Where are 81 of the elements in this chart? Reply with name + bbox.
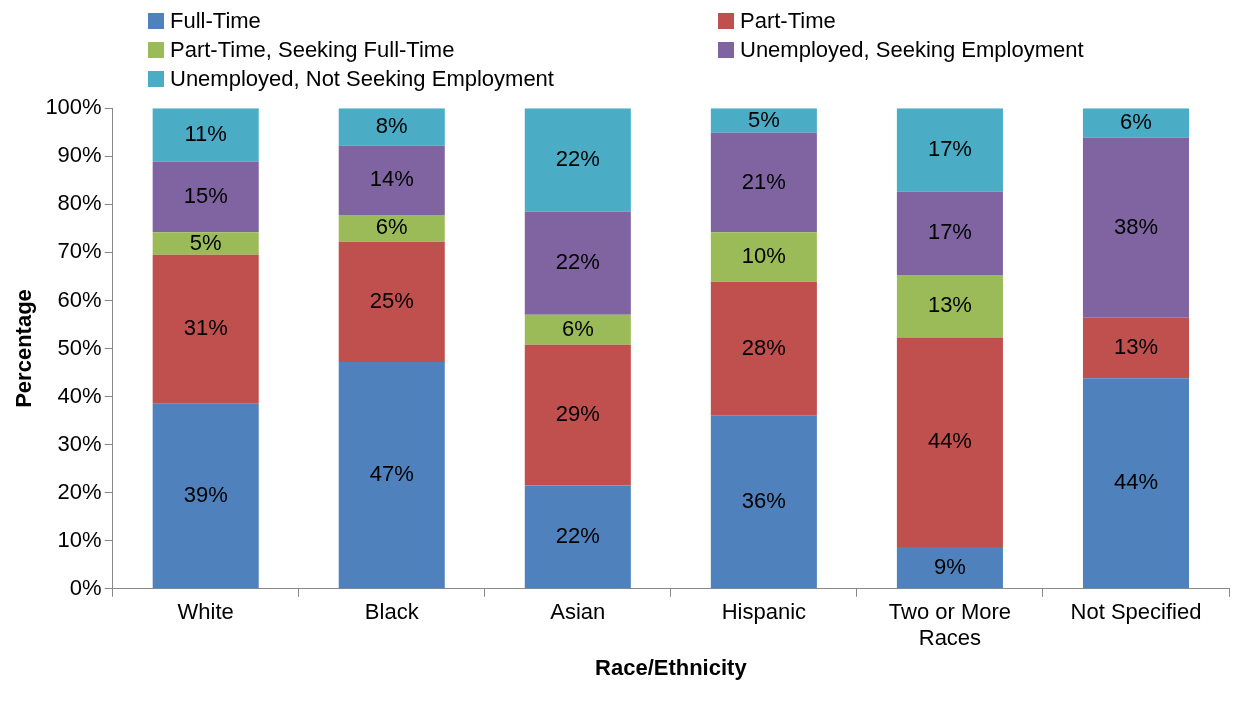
data-label: 5%	[747, 106, 780, 132]
bar	[1082, 378, 1189, 589]
data-label: 22%	[555, 522, 600, 548]
bar	[152, 108, 259, 162]
data-label: 44%	[927, 428, 972, 454]
bar	[152, 254, 259, 404]
data-label: 22%	[555, 249, 600, 275]
data-label: 17%	[927, 136, 972, 162]
x-tick-label: Two or More Races	[888, 599, 1012, 651]
y-tick-label: 70%	[57, 238, 102, 264]
data-label: 28%	[741, 334, 786, 360]
y-tick-label: 90%	[57, 142, 102, 168]
data-label: 13%	[927, 292, 972, 318]
legend-label: Full-Time	[170, 8, 261, 34]
legend-label: Unemployed, Seeking Employment	[740, 37, 1084, 63]
data-label: 10%	[741, 243, 786, 269]
data-label: 9%	[934, 553, 966, 579]
x-tick-label: Black	[364, 599, 420, 625]
data-label: 22%	[555, 145, 600, 171]
data-label: 47%	[369, 461, 414, 487]
bar	[524, 314, 631, 345]
bar	[152, 161, 259, 233]
legend-label: Part-Time	[740, 8, 836, 34]
data-label: 39%	[183, 482, 228, 508]
bar	[524, 211, 631, 315]
bar	[338, 361, 445, 589]
bar	[896, 546, 1003, 589]
bar	[338, 145, 445, 215]
bar	[710, 132, 817, 233]
bar	[1082, 137, 1189, 318]
legend-label: Part-Time, Seeking Full-Time	[170, 37, 455, 63]
x-tick-label: Not Specified	[1070, 599, 1202, 625]
y-tick-label: 60%	[57, 286, 102, 312]
y-tick-label: 40%	[57, 382, 102, 408]
y-tick-label: 50%	[57, 334, 102, 360]
data-label: 21%	[741, 168, 786, 194]
bar	[338, 214, 445, 242]
bar	[710, 415, 817, 589]
bar	[710, 232, 817, 282]
bar	[524, 108, 631, 212]
data-label: 5%	[189, 229, 222, 255]
bar	[524, 485, 631, 589]
y-tick-label: 30%	[57, 430, 102, 456]
data-label: 6%	[375, 214, 408, 240]
bar	[152, 232, 259, 255]
x-axis-title: Race/Ethnicity	[595, 654, 748, 680]
data-label: 8%	[375, 113, 408, 139]
x-tick-label: Asian	[550, 599, 606, 625]
bar	[896, 337, 1003, 547]
data-label: 38%	[1113, 213, 1158, 239]
data-label: 25%	[369, 287, 414, 313]
bar	[896, 191, 1003, 275]
data-label: 13%	[1113, 334, 1158, 360]
data-label: 17%	[927, 219, 972, 245]
data-label: 6%	[1120, 108, 1152, 134]
bar	[1082, 108, 1189, 138]
y-tick-label: 10%	[57, 526, 102, 552]
legend-label: Unemployed, Not Seeking Employment	[170, 66, 554, 92]
y-tick-label: 20%	[57, 478, 102, 504]
bar	[524, 344, 631, 486]
data-label: 36%	[741, 487, 786, 513]
y-tick-label: 0%	[69, 574, 102, 600]
y-tick-label: 100%	[45, 94, 102, 120]
bar	[1082, 317, 1189, 379]
data-label: 14%	[369, 166, 414, 192]
bar	[152, 403, 259, 589]
data-label: 15%	[183, 182, 228, 208]
data-label: 44%	[1113, 469, 1158, 495]
data-label: 29%	[555, 401, 600, 427]
data-label: 6%	[561, 315, 594, 341]
y-axis-title: Percentage	[11, 289, 37, 408]
bar	[896, 274, 1003, 338]
bar	[338, 241, 445, 362]
y-tick-label: 80%	[57, 190, 102, 216]
x-tick-label: Hispanic	[721, 599, 807, 625]
x-tick-label: White	[177, 599, 234, 625]
bar	[338, 108, 445, 146]
bar	[896, 108, 1003, 192]
data-label: 11%	[184, 120, 227, 146]
data-label: 31%	[183, 315, 228, 341]
bar	[710, 281, 817, 416]
